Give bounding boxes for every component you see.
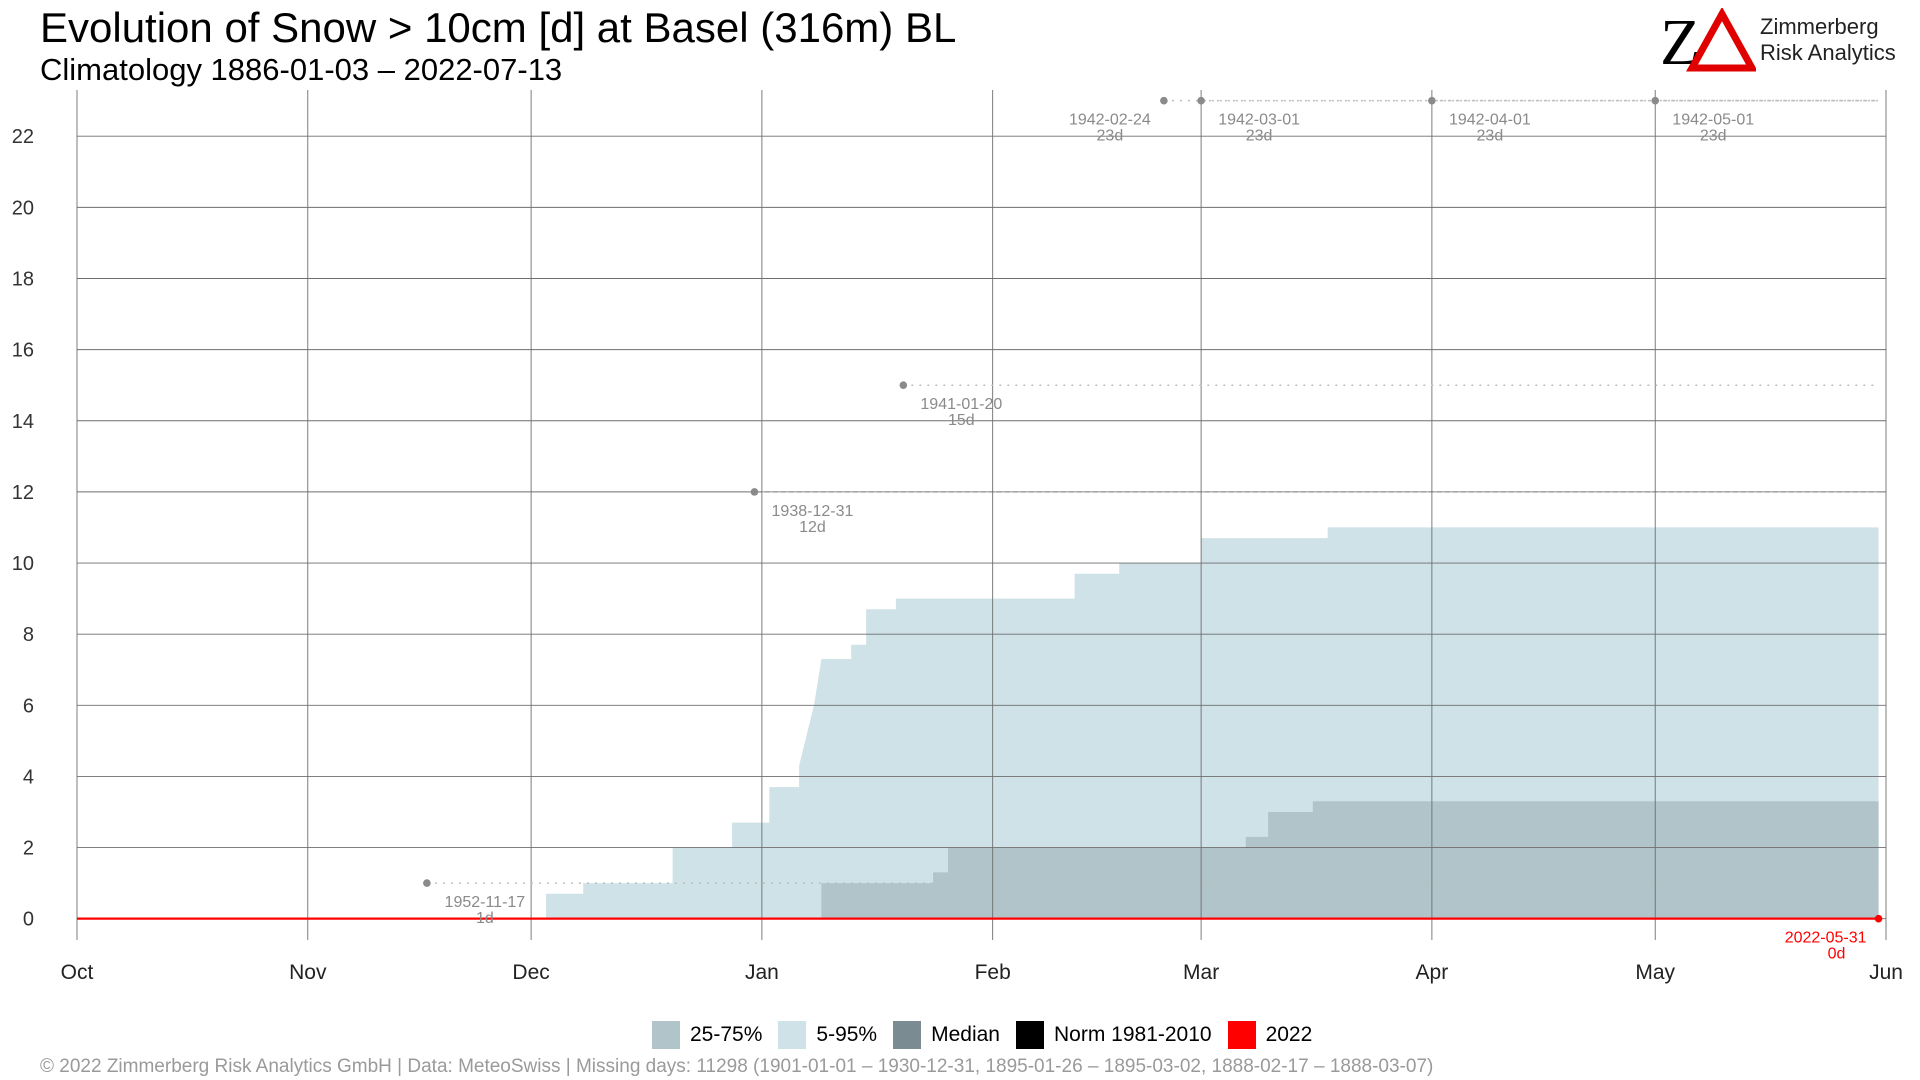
y-tick-label-8: 8 [23, 624, 34, 646]
record-value-5: 23d [1477, 128, 1504, 145]
legend-item-median: Median [893, 1021, 1000, 1049]
record-point-0 [423, 879, 431, 887]
record-label-6: 1942-05-01 [1672, 112, 1754, 129]
record-point-7 [1874, 914, 1883, 923]
record-point-1 [750, 488, 759, 496]
legend-label-5-95: 5-95% [816, 1023, 878, 1046]
record-value-1: 12d [799, 519, 826, 536]
legend-item-2022: 2022 [1227, 1021, 1313, 1049]
record-label-2: 1941-01-20 [920, 396, 1002, 413]
record-point-3 [1160, 96, 1168, 105]
x-tick-label-jan: Jan [745, 961, 779, 984]
y-tick-label-2: 2 [23, 838, 34, 860]
y-tick-label-18: 18 [12, 268, 34, 290]
logo-line-1: Zimmerberg [1760, 14, 1879, 39]
record-label-5: 1942-04-01 [1449, 112, 1531, 129]
legend-swatch-2022 [1227, 1021, 1256, 1049]
record-point-5 [1428, 96, 1436, 105]
logo-mark-icon: Z [1660, 8, 1756, 72]
record-label-3: 1942-02-24 [1069, 112, 1151, 129]
snow-days-chart: 0 2 4 6 8 10 12 14 16 18 20 22 Oct Nov Dec Jan Feb Mar Apr… [12, 90, 1903, 984]
y-tick-label-20: 20 [12, 197, 34, 219]
band-25-75- [77, 801, 1879, 919]
record-value-0: 1d [476, 910, 494, 927]
record-value-3: 23d [1097, 128, 1124, 145]
y-tick-label-0: 0 [23, 909, 34, 931]
legend-label-25-75: 25-75% [690, 1023, 763, 1046]
record-point-6 [1651, 96, 1660, 105]
record-point-2 [899, 381, 908, 389]
y-tick-label-16: 16 [12, 340, 34, 362]
chart-title: Evolution of Snow > 10cm [d] at Basel (3… [40, 4, 957, 51]
record-point-4 [1197, 96, 1205, 105]
legend-label-norm: Norm 1981-2010 [1053, 1023, 1212, 1046]
x-tick-label-may: May [1635, 961, 1675, 984]
x-tick-label-mar: Mar [1183, 961, 1219, 984]
legend-label-median: Median [931, 1023, 1000, 1046]
x-tick-label-oct: Oct [61, 961, 94, 984]
record-value-2: 15d [948, 412, 975, 429]
y-tick-label-4: 4 [23, 766, 34, 788]
legend-swatch-5-95 [778, 1021, 807, 1049]
y-tick-label-22: 22 [12, 126, 34, 148]
legend-swatch-25-75 [652, 1021, 680, 1049]
x-tick-label-feb: Feb [975, 961, 1011, 984]
x-tick-label-dec: Dec [512, 961, 549, 984]
legend-swatch-norm [1015, 1021, 1044, 1049]
chart-subtitle: Climatology 1886-01-03 – 2022-07-13 [40, 52, 563, 87]
logo-text: Zimmerberg Risk Analytics [1760, 14, 1896, 66]
x-tick-label-jun: Jun [1869, 961, 1903, 984]
y-tick-label-6: 6 [23, 695, 34, 717]
record-label-0: 1952-11-17 [445, 894, 526, 911]
record-label-7: 2022-05-31 [1785, 930, 1867, 947]
legend-label-2022: 2022 [1265, 1023, 1313, 1046]
y-tick-label-10: 10 [12, 553, 34, 575]
y-tick-label-12: 12 [12, 482, 34, 504]
record-value-4: 23d [1246, 128, 1273, 145]
logo-line-2: Risk Analytics [1760, 40, 1896, 65]
x-tick-label-nov: Nov [289, 961, 327, 984]
company-logo: Z Zimmerberg Risk Analytics [1660, 8, 1900, 72]
x-tick-label-apr: Apr [1416, 961, 1449, 984]
record-label-4: 1942-03-01 [1218, 112, 1300, 129]
legend-swatch-median [893, 1021, 922, 1049]
legend-item-norm: Norm 1981-2010 [1015, 1021, 1212, 1049]
record-label-1: 1938-12-31 [772, 503, 854, 520]
record-value-6: 23d [1700, 128, 1727, 145]
chart-legend: 25-75% 5-95% Median Norm 1981-2010 2022 [652, 1020, 1328, 1050]
record-value-7: 0d [1828, 946, 1846, 963]
legend-item-25-75: 25-75% [652, 1021, 762, 1049]
legend-item-5-95: 5-95% [778, 1021, 877, 1049]
footer-credits: © 2022 Zimmerberg Risk Analytics GmbH | … [40, 1056, 1434, 1077]
y-tick-label-14: 14 [12, 411, 34, 433]
